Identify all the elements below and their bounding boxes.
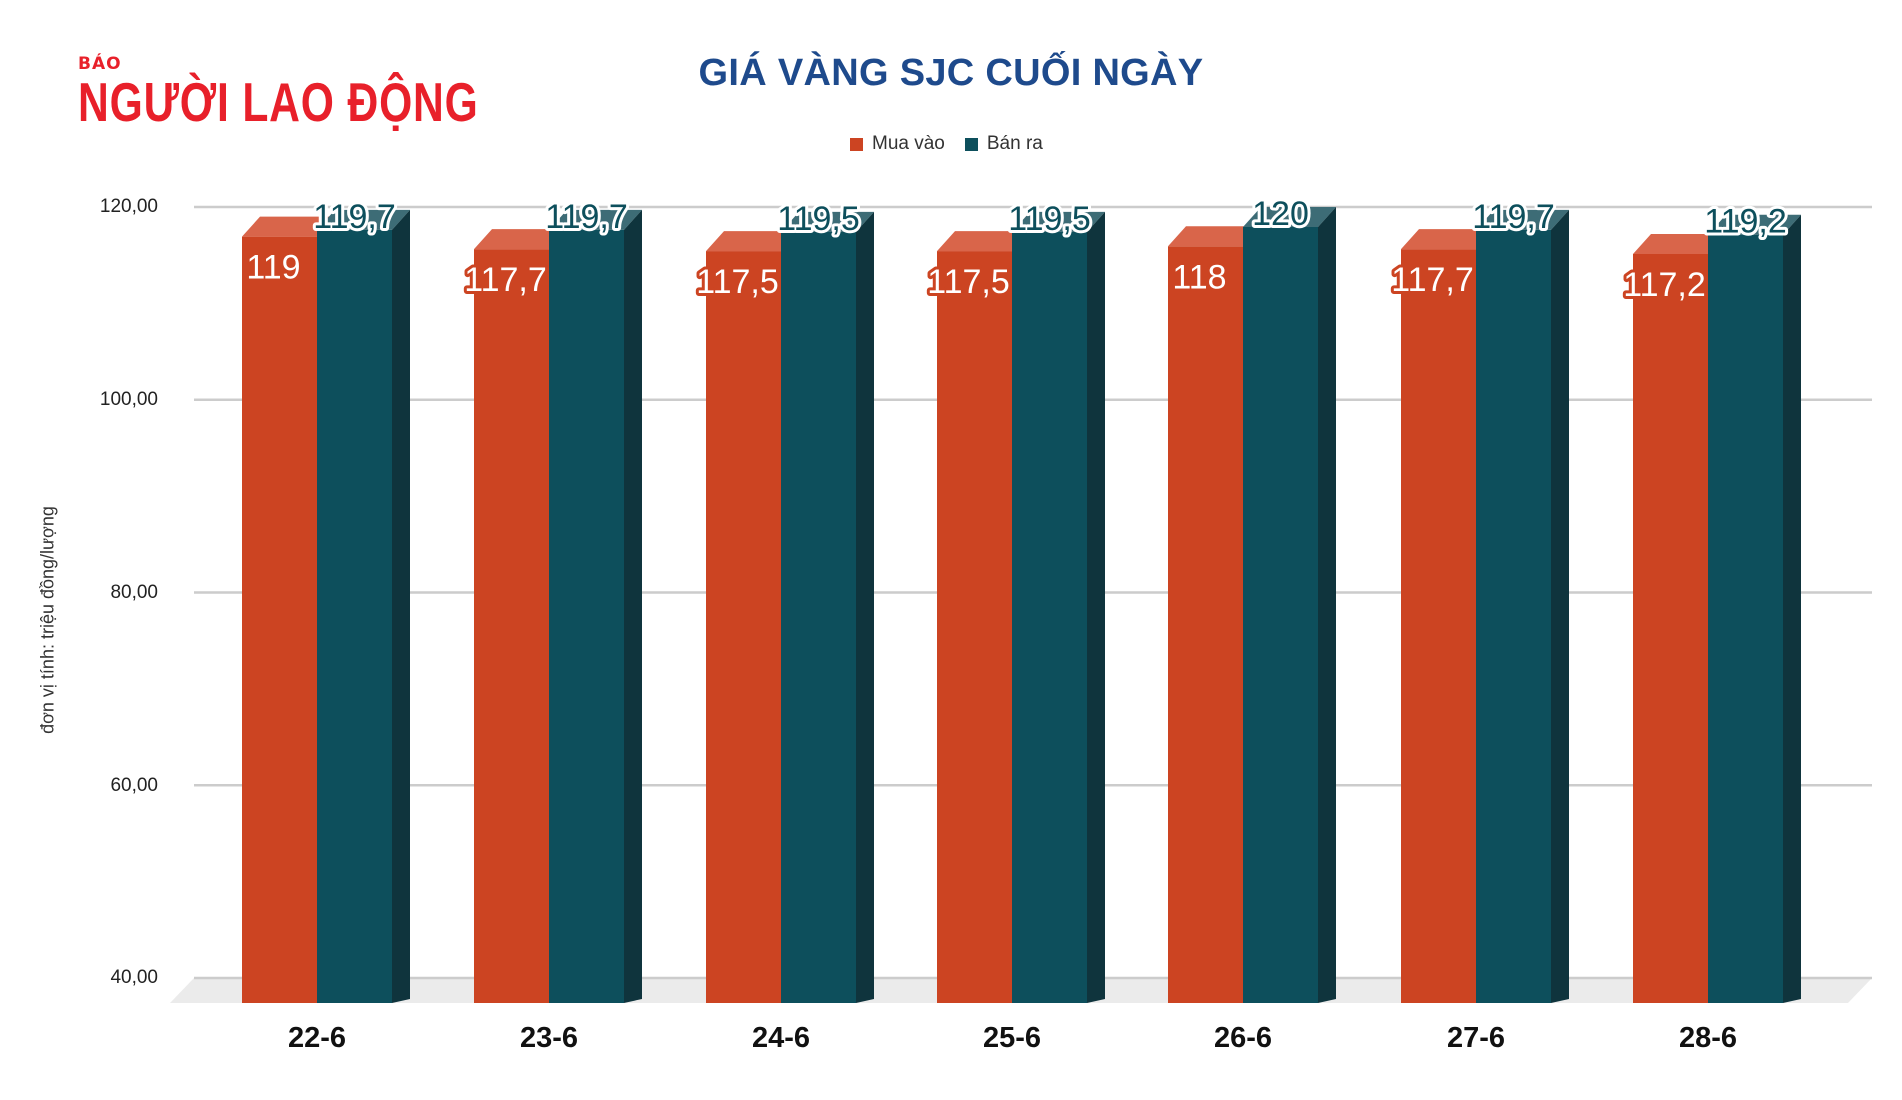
bar-buy <box>1168 246 1243 1003</box>
data-label-buy: 117,7 <box>1391 261 1474 299</box>
data-label-sell: 119,7 <box>545 198 628 236</box>
legend-item-buy: Mua vào <box>850 133 945 155</box>
x-tick-label: 26-6 <box>1213 1022 1273 1054</box>
bar-sell-top <box>781 211 874 232</box>
bar-sell-side <box>1551 209 1569 1004</box>
legend-label-sell: Bán ra <box>986 133 1043 154</box>
x-tick-label: 24-6 <box>751 1022 811 1054</box>
data-label-buy: 118 <box>1172 258 1226 296</box>
y-tick-label: 100,00 <box>99 389 158 410</box>
bar-sell-top <box>1012 211 1105 232</box>
x-tick-label: 27-6 <box>1446 1022 1506 1054</box>
chart-title: GIÁ VÀNG SJC CUỐI NGÀY <box>698 52 1204 94</box>
bar-sell-top <box>1243 207 1336 227</box>
bar-sell-side <box>1318 207 1336 1003</box>
bar-sell-top <box>317 209 410 230</box>
bar-buy-top <box>1633 233 1726 254</box>
bar-sell-top <box>1708 214 1801 235</box>
newspaper-logo: BÁO NGƯỜI LAO ĐỘNG <box>78 54 567 134</box>
bar-buy-top <box>242 216 335 237</box>
bar-buy <box>706 251 781 1003</box>
logo-name: NGƯỜI LAO ĐỘNG <box>78 72 479 134</box>
legend: Mua vào Bán ra <box>850 133 1063 155</box>
bar-sell <box>317 229 392 1004</box>
x-tick-label: 25-6 <box>982 1022 1042 1054</box>
bar-buy-top <box>937 231 1030 252</box>
data-label-buy: 117,5 <box>927 263 1010 301</box>
data-label-buy: 119 <box>246 249 300 287</box>
legend-item-sell: Bán ra <box>964 133 1043 155</box>
bar-sell-side <box>1087 211 1105 1004</box>
y-tick-label: 40,00 <box>110 967 158 988</box>
bar-sell <box>1476 229 1551 1004</box>
data-label-sell: 119,5 <box>1008 200 1091 238</box>
bar-sell <box>1708 234 1783 1003</box>
legend-swatch-sell-icon <box>964 137 978 151</box>
bar-buy <box>242 236 317 1003</box>
bar-sell-top <box>1476 209 1569 230</box>
y-tick-label: 80,00 <box>110 582 158 603</box>
data-label-sell: 119,2 <box>1704 203 1787 241</box>
bar-sell <box>1012 231 1087 1004</box>
y-tick-label: 60,00 <box>110 775 158 796</box>
bar-buy-top <box>706 231 799 252</box>
logo-prefix: BÁO <box>78 54 122 74</box>
bar-buy <box>937 251 1012 1003</box>
bar-sell-top <box>549 209 642 230</box>
y-tick-label: 120,00 <box>99 196 158 217</box>
data-label-buy: 117,7 <box>464 261 547 299</box>
x-tick-label: 28-6 <box>1678 1022 1738 1054</box>
bar-buy-top <box>474 229 567 250</box>
bar-sell <box>781 231 856 1004</box>
bar-sell <box>1243 227 1318 1003</box>
bar-buy <box>1633 253 1708 1004</box>
data-label-buy: 117,5 <box>696 263 779 301</box>
data-label-sell: 119,7 <box>1472 198 1555 236</box>
data-label-buy: 117,2 <box>1623 266 1706 304</box>
legend-swatch-buy-icon <box>850 137 863 151</box>
x-tick-label: 23-6 <box>519 1022 579 1054</box>
data-label-sell: 119,5 <box>777 200 860 238</box>
data-label-sell: 119,7 <box>313 198 396 236</box>
bar-buy <box>474 249 549 1003</box>
bar-buy <box>1401 249 1476 1003</box>
data-label-sell: 120 <box>1252 195 1309 233</box>
bar-sell <box>549 229 624 1004</box>
x-tick-label: 22-6 <box>287 1022 347 1054</box>
bar-buy-top <box>1401 229 1494 250</box>
bar-sell-side <box>856 211 874 1004</box>
legend-label-buy: Mua vào <box>872 133 945 154</box>
bar-sell-side <box>624 209 642 1004</box>
bar-sell-side <box>1783 214 1801 1003</box>
bar-sell-side <box>392 209 410 1004</box>
bar-buy-top <box>1168 226 1261 247</box>
